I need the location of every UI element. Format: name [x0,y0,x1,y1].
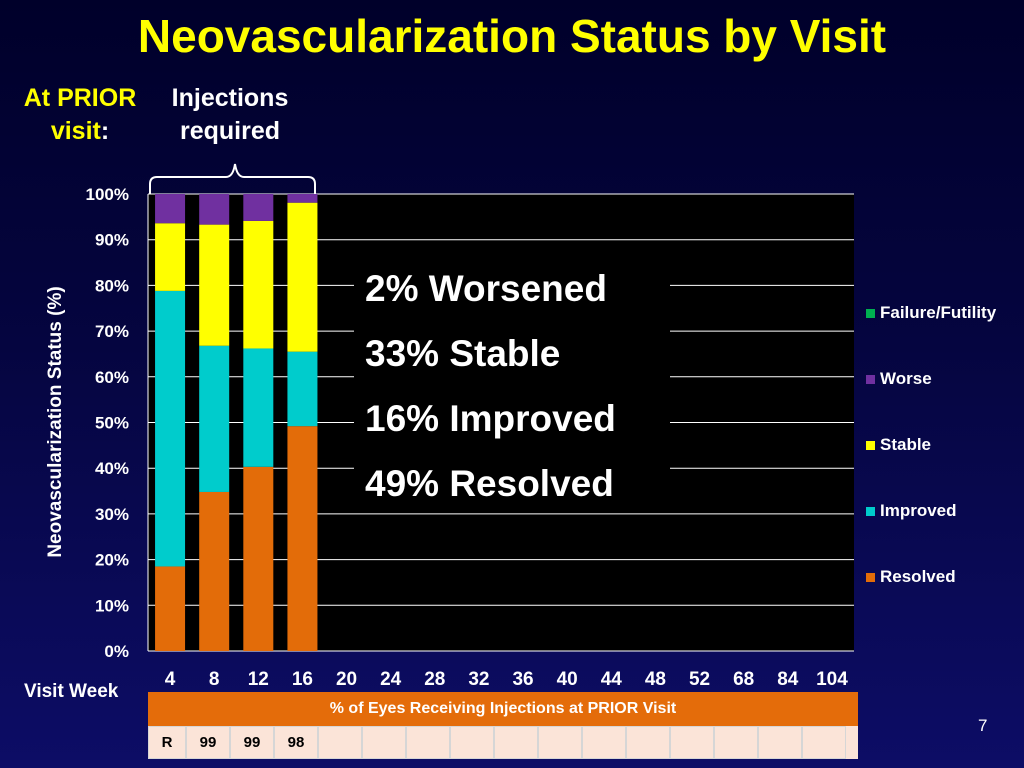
prior-visit-colon: : [100,117,110,145]
x-tick-label: 12 [248,669,269,690]
table-cell [406,726,450,759]
prior-visit-label: At PRIOR visit: [10,82,150,148]
bar-segment-resolved [155,566,186,651]
legend-item: Improved [866,501,957,521]
x-tick-label: 32 [468,669,489,690]
bar-segment-stable [287,202,318,352]
injections-table-header: % of Eyes Receiving Injections at PRIOR … [148,692,858,726]
table-cell [758,726,802,759]
bar-segment-improved [155,290,186,567]
y-tick-label: 30% [95,505,129,524]
legend-item: Worse [866,369,932,389]
legend-swatch [866,572,875,582]
x-tick-label: 52 [689,669,710,690]
annotation-text: 16% Improved [365,398,616,439]
bar-segment-improved [199,345,230,492]
x-tick-label: 48 [645,669,666,690]
legend-label: Failure/Futility [880,303,997,322]
bar-segment-resolved [199,491,230,651]
x-tick-label: 24 [380,669,402,690]
y-tick-label: 20% [95,551,129,570]
bar-segment-improved [243,348,274,467]
visit-week-label: Visit Week [24,681,119,702]
x-tick-label: 68 [733,669,754,690]
table-cell: 99 [230,726,274,759]
x-tick-label: 20 [336,669,357,690]
table-cell [802,726,846,759]
legend-label: Improved [880,501,957,520]
plot-area [148,194,854,651]
slide-title: Neovascularization Status by Visit [137,10,887,62]
y-tick-label: 50% [95,414,129,433]
injections-table-row: R 99 99 98 [148,726,858,759]
annotation-text: 2% Worsened [365,268,607,309]
y-tick-label: 70% [95,322,129,341]
injections-required-label: Injections required [160,82,300,148]
page-number: 7 [978,716,988,735]
y-tick-label: 60% [95,368,129,387]
legend-item: Resolved [866,567,956,587]
y-axis-title: Neovascularization Status (%) [45,286,66,558]
x-tick-label: 16 [292,669,313,690]
legend-label: Worse [880,369,932,388]
table-cell [450,726,494,759]
y-tick-label: 0% [104,642,129,661]
table-cell [318,726,362,759]
y-tick-label: 100% [86,185,129,204]
y-tick-label: 90% [95,231,129,250]
annotation-text: 49% Resolved [365,463,614,504]
x-tick-label: 36 [512,669,533,690]
injections-table: % of Eyes Receiving Injections at PRIOR … [148,692,858,759]
x-tick-label: 28 [424,669,445,690]
x-tick-label: 8 [209,669,220,690]
x-tick-label: 104 [816,669,848,690]
bar-segment-worse [155,194,186,224]
prior-visit-line2: visit: [10,115,150,148]
x-tick-label: 44 [601,669,623,690]
bar-segment-resolved [287,426,318,651]
annotation-box [354,262,670,508]
table-cell [362,726,406,759]
bar-segment-stable [155,223,186,291]
prior-visit-line1: At PRIOR [23,84,137,112]
bar-segment-worse [287,194,318,203]
bar-segment-improved [287,351,318,427]
table-cell: 99 [186,726,230,759]
annotation-text: 33% Stable [365,333,560,374]
x-tick-label: 40 [557,669,578,690]
y-tick-label: 80% [95,276,129,295]
prior-visit-word: visit [50,117,101,145]
bar-segment-worse [199,194,230,225]
x-tick-label: 84 [777,669,799,690]
table-cell [670,726,714,759]
y-tick-label: 10% [95,596,129,615]
injections-line2: required [179,117,281,145]
table-cell [582,726,626,759]
bar-segment-worse [243,194,274,221]
table-cell: 98 [274,726,318,759]
bar-segment-stable [243,220,274,349]
legend-item: Stable [866,435,931,455]
bar-segment-stable [199,224,230,346]
legend-label: Stable [880,435,932,454]
table-cell [626,726,670,759]
x-tick-label: 4 [165,669,176,690]
legend-label: Resolved [880,567,956,586]
legend-swatch [866,440,875,450]
legend-item: Failure/Futility [866,303,996,323]
table-cell [494,726,538,759]
table-cell [538,726,582,759]
table-row-label: R [148,726,186,759]
y-tick-label: 40% [95,459,129,478]
legend-swatch [866,308,875,318]
injections-bracket [149,163,316,194]
bar-segment-resolved [243,466,274,651]
table-cell [714,726,758,759]
legend-swatch [866,506,875,516]
injections-line1: Injections [171,84,289,112]
legend-swatch [866,374,875,384]
